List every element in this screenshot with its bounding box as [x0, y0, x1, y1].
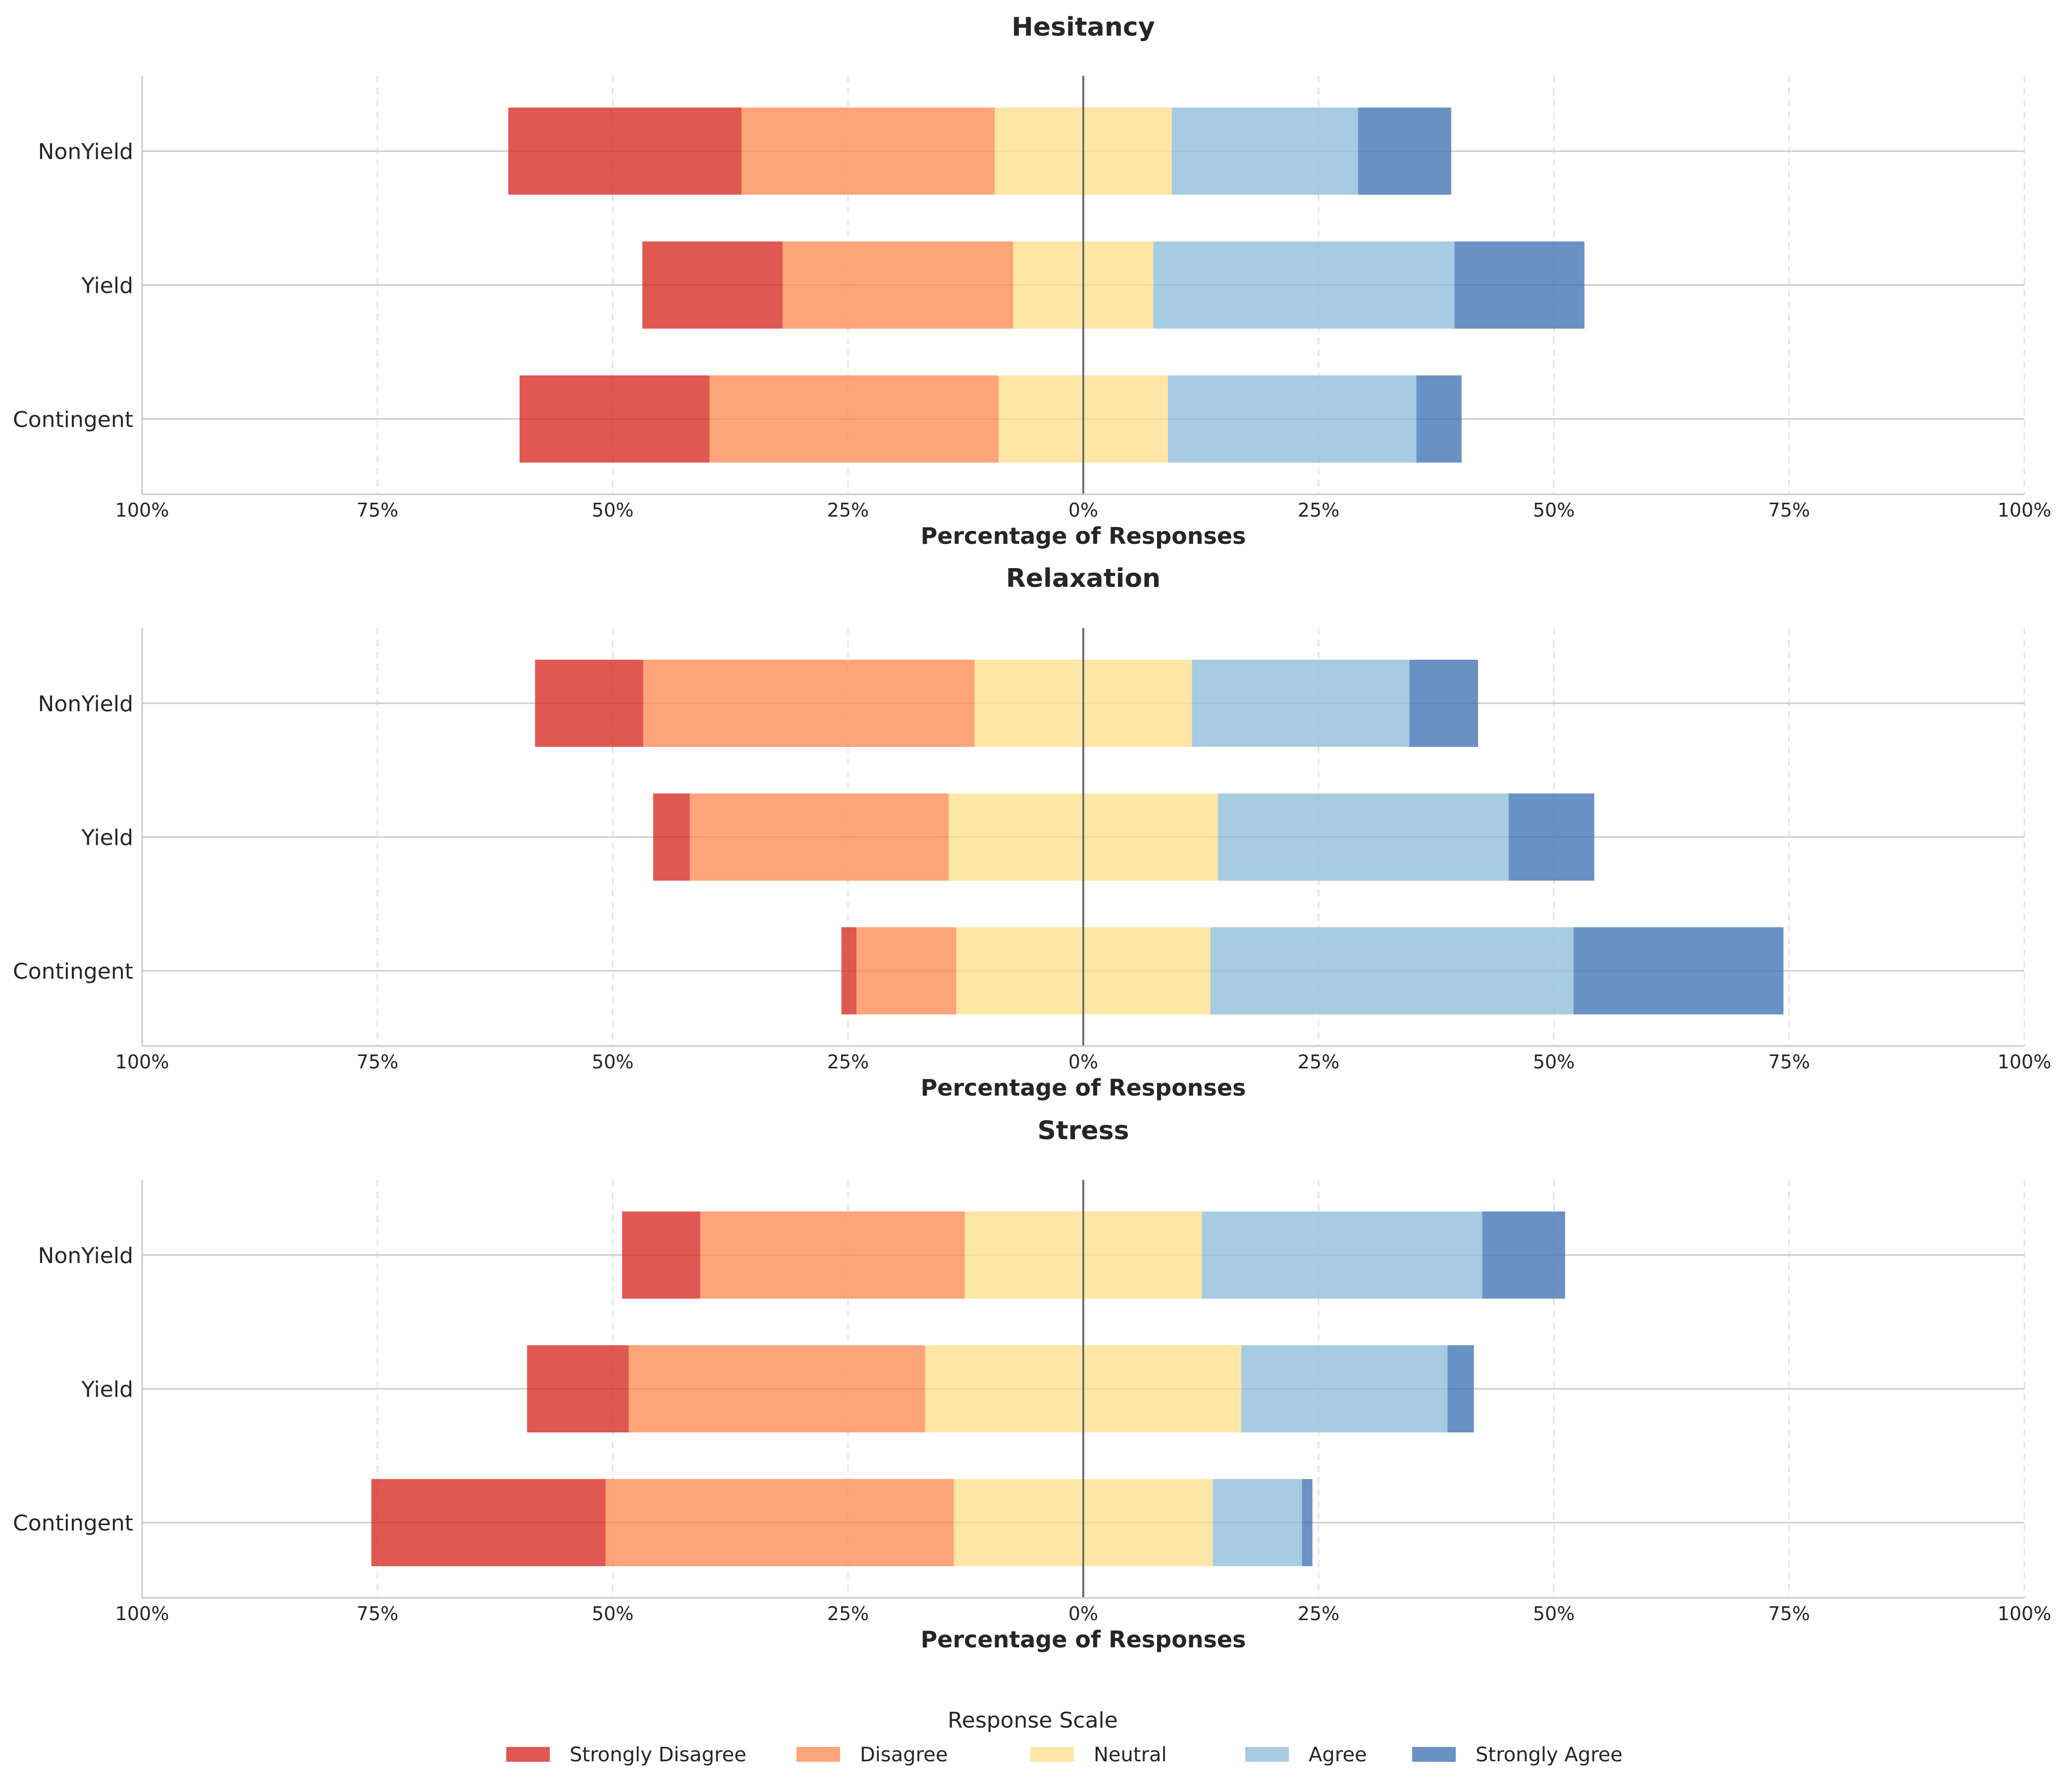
panel-stress: Stress NonYield Yield Contingent 100% 75% 50% 2…: [13, 1116, 2051, 1653]
bar-relaxation-yield-strongly-agree: [1508, 793, 1594, 881]
x-tick-label: 75%: [1768, 1051, 1810, 1073]
bar-hesitancy-yield-strongly-agree: [1454, 241, 1585, 329]
bar-hesitancy-nonyield-strongly-agree: [1358, 107, 1451, 195]
y-tick-label: Contingent: [13, 407, 133, 432]
x-tick-label: 100%: [115, 499, 169, 521]
x-tick-label: 75%: [1768, 1603, 1810, 1625]
bar-stress-nonyield-strongly-agree: [1482, 1211, 1565, 1299]
y-tick-label: Yield: [81, 1377, 133, 1402]
x-tick-label: 50%: [1533, 1603, 1575, 1625]
y-tick-label: Contingent: [13, 1511, 133, 1536]
legend-label: Strongly Agree: [1476, 1743, 1623, 1766]
x-tick-label: 25%: [1298, 499, 1339, 521]
bar-relaxation-yield-disagree: [689, 793, 949, 881]
bar-relaxation-nonyield-agree: [1192, 659, 1410, 747]
bar-relaxation-yield-strongly-disagree: [653, 793, 690, 881]
bar-stress-contingent-strongly-disagree: [371, 1479, 606, 1567]
bar-stress-contingent-agree: [1213, 1479, 1302, 1567]
panel-title: Relaxation: [1006, 564, 1161, 593]
legend-swatch-strongly-disagree: [506, 1747, 550, 1762]
x-tick-label: 0%: [1068, 1603, 1098, 1625]
x-axis-label: Percentage of Responses: [921, 1074, 1246, 1101]
bar-hesitancy-yield-disagree: [782, 241, 1013, 329]
legend-swatch-disagree: [796, 1747, 840, 1762]
y-tick-label: NonYield: [38, 1243, 133, 1268]
legend: Response Scale Strongly Disagree Disagree N…: [506, 1708, 1623, 1766]
bar-relaxation-nonyield-strongly-agree: [1409, 659, 1479, 747]
x-tick-label: 25%: [827, 1603, 869, 1625]
bar-stress-contingent-strongly-agree: [1302, 1479, 1313, 1567]
x-tick-label: 25%: [1298, 1051, 1339, 1073]
legend-label: Neutral: [1094, 1743, 1167, 1766]
x-tick-label: 50%: [1533, 499, 1575, 521]
y-tick-label: Yield: [81, 825, 133, 850]
x-axis-label: Percentage of Responses: [921, 1626, 1246, 1653]
bar-hesitancy-nonyield-disagree: [741, 107, 995, 195]
x-tick-label: 75%: [357, 499, 398, 521]
bar-relaxation-nonyield-strongly-disagree: [535, 659, 643, 747]
bar-relaxation-contingent-agree: [1210, 927, 1574, 1015]
x-tick-label: 50%: [1533, 1051, 1575, 1073]
bar-hesitancy-contingent-agree: [1168, 375, 1417, 463]
x-tick-label: 25%: [827, 1051, 869, 1073]
x-tick-label: 25%: [827, 499, 869, 521]
x-tick-label: 75%: [357, 1603, 398, 1625]
bar-relaxation-yield-agree: [1218, 793, 1509, 881]
bar-stress-nonyield-agree: [1202, 1211, 1483, 1299]
bar-hesitancy-nonyield-agree: [1171, 107, 1358, 195]
bar-stress-yield-agree: [1241, 1345, 1448, 1432]
bar-hesitancy-contingent-strongly-agree: [1416, 375, 1462, 463]
bar-hesitancy-yield-agree: [1153, 241, 1455, 329]
bar-stress-yield-strongly-agree: [1447, 1345, 1474, 1432]
legend-label: Disagree: [860, 1743, 948, 1766]
x-tick-label: 50%: [592, 499, 634, 521]
x-tick-label: 75%: [357, 1051, 398, 1073]
legend-label: Agree: [1309, 1743, 1367, 1766]
x-tick-label: 25%: [1298, 1603, 1339, 1625]
x-tick-label: 75%: [1768, 499, 1810, 521]
bar-relaxation-nonyield-disagree: [643, 659, 975, 747]
bar-stress-nonyield-disagree: [700, 1211, 965, 1299]
bar-stress-yield-strongly-disagree: [527, 1345, 629, 1432]
bar-relaxation-contingent-disagree: [856, 927, 956, 1015]
x-tick-label: 0%: [1068, 499, 1098, 521]
y-tick-label: Yield: [81, 273, 133, 299]
x-tick-label: 100%: [1998, 1051, 2052, 1073]
bar-stress-nonyield-strongly-disagree: [622, 1211, 700, 1299]
x-tick-label: 0%: [1068, 1051, 1098, 1073]
bar-stress-contingent-disagree: [605, 1479, 954, 1567]
bar-hesitancy-yield-strongly-disagree: [642, 241, 783, 329]
x-axis-label: Percentage of Responses: [921, 523, 1246, 549]
legend-title: Response Scale: [948, 1708, 1118, 1733]
x-tick-label: 100%: [1998, 1603, 2052, 1625]
legend-swatch-strongly-agree: [1412, 1747, 1456, 1762]
y-tick-label: NonYield: [38, 139, 133, 164]
x-tick-label: 50%: [592, 1603, 634, 1625]
bar-hesitancy-contingent-strongly-disagree: [519, 375, 710, 463]
legend-swatch-neutral: [1030, 1747, 1074, 1762]
y-tick-label: Contingent: [13, 959, 133, 984]
panel-relaxation: Relaxation NonYield Yield Contingent 100% 75%…: [13, 564, 2051, 1101]
panel-title: Hesitancy: [1011, 12, 1155, 42]
x-tick-label: 100%: [115, 1051, 169, 1073]
bar-relaxation-contingent-strongly-agree: [1573, 927, 1784, 1015]
bar-hesitancy-contingent-disagree: [709, 375, 999, 463]
legend-label: Strongly Disagree: [570, 1743, 746, 1766]
legend-swatch-agree: [1245, 1747, 1289, 1762]
x-tick-label: 100%: [115, 1603, 169, 1625]
panel-hesitancy: Hesitancy NonYield Yield Contingent 100% 75% 5…: [13, 12, 2051, 549]
bar-hesitancy-nonyield-strongly-disagree: [508, 107, 742, 195]
bar-stress-yield-disagree: [629, 1345, 925, 1432]
y-tick-label: NonYield: [38, 691, 133, 717]
panel-title: Stress: [1037, 1116, 1129, 1146]
x-tick-label: 100%: [1998, 499, 2052, 521]
bar-relaxation-contingent-strongly-disagree: [841, 927, 857, 1015]
x-tick-label: 50%: [592, 1051, 634, 1073]
